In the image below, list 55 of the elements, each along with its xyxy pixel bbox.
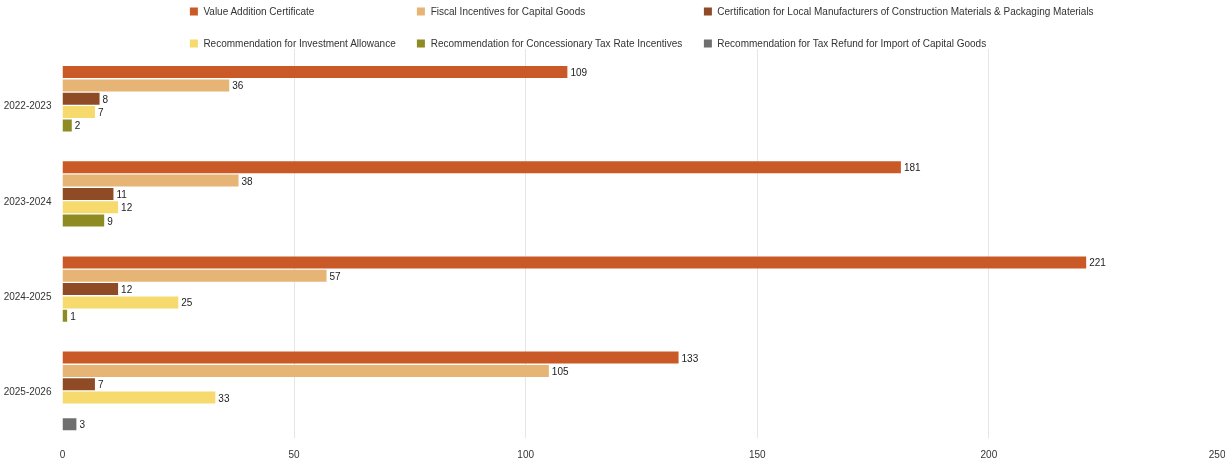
bar	[62, 92, 100, 105]
data-label: 3	[79, 419, 86, 431]
data-label: 25	[181, 297, 193, 309]
data-label: 11	[116, 188, 128, 200]
data-label: 105	[551, 365, 569, 377]
data-label: 8	[102, 93, 109, 105]
bar	[62, 66, 568, 79]
data-label: 7	[97, 107, 104, 119]
data-label: 7	[97, 379, 104, 391]
bar	[62, 106, 95, 119]
x-tick-label: 150	[748, 448, 767, 460]
bar	[62, 364, 549, 377]
legend-label: Recommendation for Investment Allowance	[203, 37, 396, 49]
bar	[62, 214, 105, 227]
y-tick-label: 2022-2023	[3, 100, 52, 112]
bar	[62, 119, 72, 132]
legend-label: Recommendation for Concessionary Tax Rate Incentives	[430, 37, 683, 49]
x-tick-label: 250	[1208, 448, 1226, 460]
bar	[62, 283, 119, 296]
bar	[62, 269, 327, 282]
data-label: 9	[107, 215, 114, 227]
x-tick-label: 200	[980, 448, 998, 460]
legend-label: Fiscal Incentives for Capital Goods	[430, 5, 586, 17]
y-tick-label: 2023-2024	[3, 195, 52, 207]
bar	[62, 418, 77, 431]
data-label: 221	[1089, 257, 1107, 269]
data-label: 36	[232, 80, 244, 92]
legend-label: Certification for Local Manufacturers of Construction Materials & Packaging Materials	[717, 5, 1094, 17]
data-label: 181	[903, 162, 922, 174]
x-tick-label: 100	[517, 448, 535, 460]
bar	[62, 201, 119, 214]
data-label: 33	[218, 392, 230, 404]
data-label: 1	[70, 310, 77, 322]
data-label: 38	[241, 175, 254, 187]
data-label: 12	[121, 284, 133, 296]
y-tick-label: 2024-2025	[3, 290, 52, 302]
bar	[62, 378, 95, 391]
data-label: 12	[121, 202, 133, 214]
data-label: 109	[570, 67, 588, 79]
legend-label: Value Addition Certificate	[203, 5, 315, 17]
bar	[62, 351, 679, 364]
bar	[62, 391, 216, 404]
bar	[62, 174, 239, 187]
y-tick-label: 2025-2026	[3, 385, 52, 397]
bar	[62, 296, 179, 309]
data-label: 133	[681, 352, 699, 364]
bar	[62, 79, 230, 92]
data-label: 2	[74, 120, 81, 132]
bar	[62, 256, 1087, 269]
bar	[62, 187, 114, 200]
bar	[62, 161, 901, 174]
x-tick-label: 50	[288, 448, 301, 460]
legend-label: Recommendation for Tax Refund for Import of Capital Goods	[717, 37, 987, 49]
data-label: 57	[329, 270, 342, 282]
x-tick-label: 0	[59, 448, 66, 460]
